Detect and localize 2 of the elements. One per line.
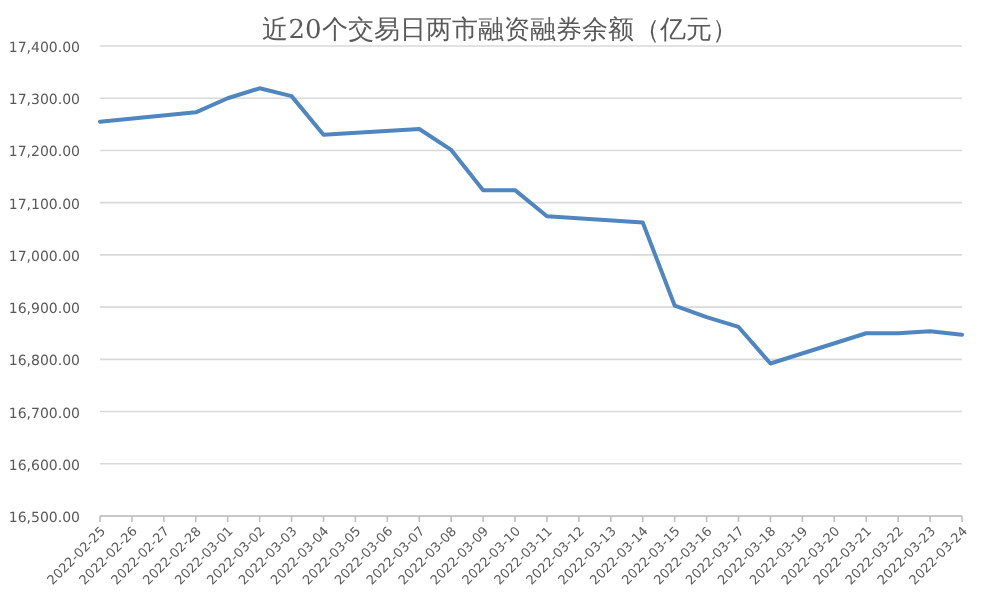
line-series <box>98 86 964 366</box>
chart-title: 近20个交易日两市融资融券余额（亿元） <box>262 14 738 46</box>
